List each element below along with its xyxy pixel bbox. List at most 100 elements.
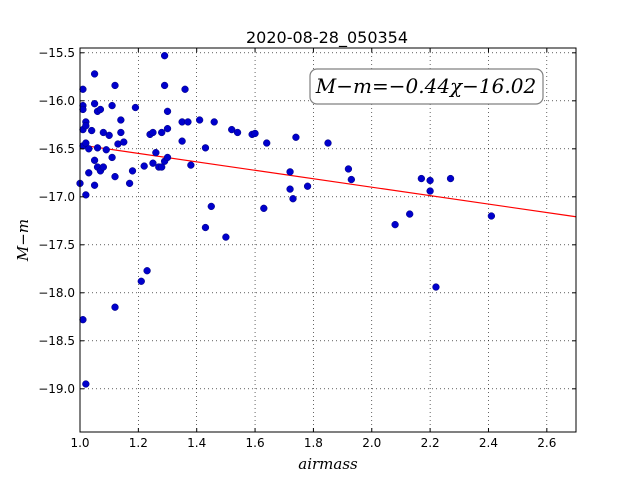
data-point — [324, 139, 332, 147]
data-point — [102, 146, 110, 154]
data-point — [131, 103, 140, 112]
data-point — [99, 163, 107, 171]
data-point — [426, 176, 434, 185]
data-point — [117, 128, 125, 137]
data-point — [88, 126, 96, 135]
data-point — [158, 128, 166, 137]
data-point — [391, 220, 399, 229]
data-point — [432, 283, 440, 291]
x-tick-label: 1.8 — [304, 436, 323, 450]
data-point — [178, 137, 186, 145]
x-tick-label: 2.0 — [362, 436, 381, 450]
data-point — [111, 303, 119, 311]
data-point — [233, 128, 242, 137]
data-point — [149, 159, 157, 167]
data-point — [286, 185, 294, 193]
data-point — [181, 85, 189, 93]
data-point — [99, 128, 107, 137]
data-point — [260, 204, 268, 212]
y-tick-label: −19.0 — [38, 382, 75, 396]
data-point — [201, 223, 210, 232]
data-point — [446, 174, 455, 183]
plot-frame — [79, 47, 577, 433]
y-tick-label: −18.5 — [38, 334, 75, 348]
data-point — [207, 202, 215, 211]
data-point — [137, 277, 145, 285]
data-point — [152, 148, 160, 157]
data-point — [90, 70, 99, 78]
data-point — [160, 52, 169, 60]
data-point — [111, 81, 119, 90]
data-point — [108, 153, 116, 162]
x-tick-label: 2.2 — [421, 436, 440, 450]
data-point — [292, 133, 300, 141]
x-tick-label: 1.2 — [129, 436, 148, 450]
data-point — [163, 107, 172, 116]
grid — [80, 48, 576, 432]
y-tick-label: −17.5 — [38, 238, 75, 252]
data-point — [210, 118, 218, 126]
data-point — [158, 163, 166, 171]
data-point — [90, 156, 99, 164]
x-tick-label: 1.4 — [187, 436, 206, 450]
x-tick-label: 1.0 — [70, 436, 89, 450]
data-point — [79, 105, 87, 114]
data-point — [263, 139, 271, 147]
data-point — [426, 187, 434, 195]
data-point — [108, 101, 116, 110]
y-tick-label: −18.0 — [38, 286, 75, 300]
y-tick-label: −17.0 — [38, 190, 75, 204]
data-point — [82, 191, 90, 199]
data-point — [487, 212, 496, 220]
data-point — [303, 182, 312, 190]
fit-equation: M−m=−0.44χ−16.02 — [315, 74, 536, 98]
data-point — [344, 165, 353, 173]
y-axis-label: M−m — [14, 219, 32, 262]
data-point — [82, 122, 90, 130]
data-point — [79, 316, 87, 324]
data-point — [143, 267, 151, 275]
data-point — [406, 210, 414, 218]
data-point — [90, 181, 99, 189]
data-point — [289, 195, 297, 203]
data-point — [82, 139, 90, 147]
data-point — [228, 125, 236, 134]
x-tick-label: 2.4 — [479, 436, 498, 450]
data-point — [251, 129, 259, 138]
fit-line — [79, 144, 577, 218]
data-point — [120, 138, 128, 146]
data-point — [163, 153, 172, 162]
data-point — [85, 145, 93, 153]
fit-line-group — [79, 144, 577, 218]
data-point — [128, 167, 137, 175]
data-point — [111, 172, 119, 181]
x-tick-label: 1.6 — [246, 436, 265, 450]
fit-equation-box: M−m=−0.44χ−16.02 — [309, 68, 544, 105]
data-points — [76, 52, 496, 388]
data-point — [160, 81, 169, 90]
data-point — [286, 168, 294, 176]
x-axis-label: airmass — [298, 455, 358, 473]
data-point — [105, 131, 113, 140]
data-point — [93, 144, 102, 152]
data-point — [149, 128, 157, 137]
data-point — [117, 116, 125, 124]
data-point — [222, 233, 230, 241]
y-tick-label: −16.5 — [38, 142, 75, 156]
data-point — [140, 162, 148, 170]
data-point — [163, 124, 172, 133]
data-point — [347, 175, 355, 184]
data-point — [184, 118, 192, 126]
data-point — [417, 174, 426, 183]
y-tick-label: −15.5 — [38, 46, 75, 60]
x-tick-label: 2.6 — [537, 436, 556, 450]
data-point — [125, 179, 134, 188]
data-point — [85, 169, 93, 177]
data-point — [82, 380, 90, 388]
chart-title: 2020-08-28_050354 — [246, 28, 408, 48]
data-point — [187, 161, 195, 169]
data-point — [201, 144, 210, 152]
data-point — [79, 85, 87, 93]
axis-ticks: 1.0 1.2 1.4 1.6 1.8 2.0 2.2 2.4 2.6 −15.5 −16.0 −16… — [38, 46, 576, 450]
